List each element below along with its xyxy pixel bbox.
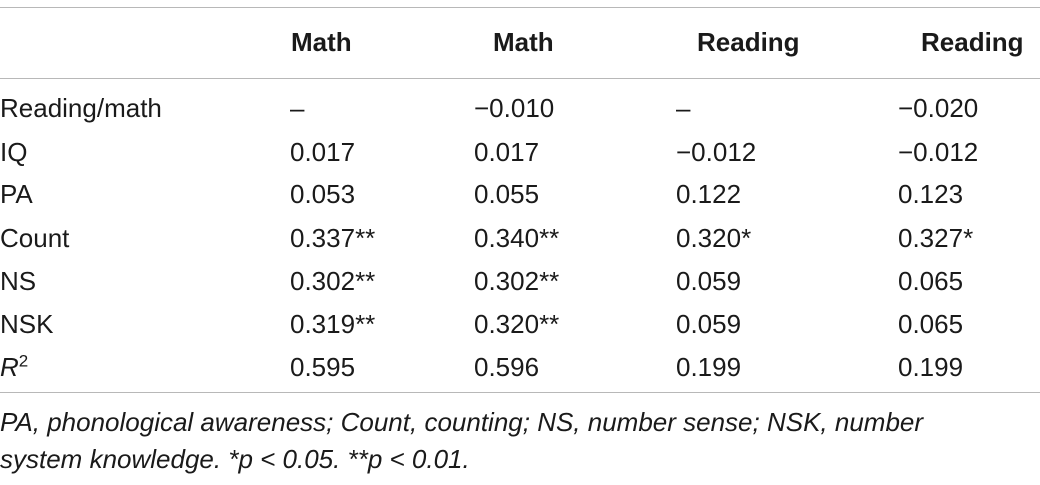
cell-value: 0.199 bbox=[898, 352, 964, 382]
table-row: Count 0.337** 0.340** 0.320* 0.327* bbox=[0, 218, 1040, 258]
cell-value: 0.017 bbox=[474, 137, 540, 167]
table-top-rule bbox=[0, 7, 1040, 8]
row-label: IQ bbox=[0, 137, 28, 167]
cell-value: 0.319** bbox=[290, 309, 376, 339]
cell-value: 0.320* bbox=[676, 223, 752, 253]
cell-value: 0.053 bbox=[290, 179, 356, 209]
cell-value: 0.065 bbox=[898, 266, 964, 296]
table-header-row: Math Math Reading Reading bbox=[0, 22, 1040, 62]
cell-value: 0.065 bbox=[898, 309, 964, 339]
header-math-1: Math bbox=[291, 27, 352, 57]
row-label: Reading/math bbox=[0, 93, 162, 123]
footnote-line-2: system knowledge. *p < 0.05. **p < 0.01. bbox=[0, 444, 470, 474]
r-squared-exponent: 2 bbox=[18, 351, 29, 371]
table-header-rule bbox=[0, 78, 1040, 79]
cell-value: – bbox=[676, 93, 691, 123]
cell-value: 0.595 bbox=[290, 352, 356, 382]
table-row: NS 0.302** 0.302** 0.059 0.065 bbox=[0, 261, 1040, 301]
table-row: NSK 0.319** 0.320** 0.059 0.065 bbox=[0, 304, 1040, 344]
table-bottom-rule bbox=[0, 392, 1040, 393]
row-label-r-squared: R2 bbox=[0, 347, 28, 387]
cell-value: 0.055 bbox=[474, 179, 540, 209]
cell-value: 0.122 bbox=[676, 179, 742, 209]
cell-value: 0.327* bbox=[898, 223, 974, 253]
cell-value: – bbox=[290, 93, 305, 123]
cell-value: 0.017 bbox=[290, 137, 356, 167]
cell-value: −0.012 bbox=[898, 137, 979, 167]
row-label: NSK bbox=[0, 309, 54, 339]
header-math-2: Math bbox=[493, 27, 554, 57]
cell-value: 0.596 bbox=[474, 352, 540, 382]
cell-value: 0.340** bbox=[474, 223, 560, 253]
header-reading-1: Reading bbox=[697, 27, 800, 57]
cell-value: 0.059 bbox=[676, 309, 742, 339]
cell-value: 0.123 bbox=[898, 179, 964, 209]
table-row: IQ 0.017 0.017 −0.012 −0.012 bbox=[0, 132, 1040, 172]
cell-value: 0.059 bbox=[676, 266, 742, 296]
cell-value: −0.020 bbox=[898, 93, 979, 123]
row-label: Count bbox=[0, 223, 70, 253]
r-squared-base: R bbox=[0, 352, 19, 382]
cell-value: 0.302** bbox=[474, 266, 560, 296]
cell-value: −0.012 bbox=[676, 137, 757, 167]
table-row: Reading/math – −0.010 – −0.020 bbox=[0, 88, 1040, 128]
header-reading-2: Reading bbox=[921, 27, 1024, 57]
footnote-line-1: PA, phonological awareness; Count, count… bbox=[0, 407, 924, 437]
cell-value: 0.337** bbox=[290, 223, 376, 253]
row-label: PA bbox=[0, 179, 33, 209]
cell-value: 0.199 bbox=[676, 352, 742, 382]
table-row: R2 0.595 0.596 0.199 0.199 bbox=[0, 347, 1040, 387]
cell-value: 0.320** bbox=[474, 309, 560, 339]
cell-value: 0.302** bbox=[290, 266, 376, 296]
table-row: PA 0.053 0.055 0.122 0.123 bbox=[0, 174, 1040, 214]
row-label: NS bbox=[0, 266, 37, 296]
cell-value: −0.010 bbox=[474, 93, 555, 123]
table-footnote: PA, phonological awareness; Count, count… bbox=[0, 404, 1040, 478]
